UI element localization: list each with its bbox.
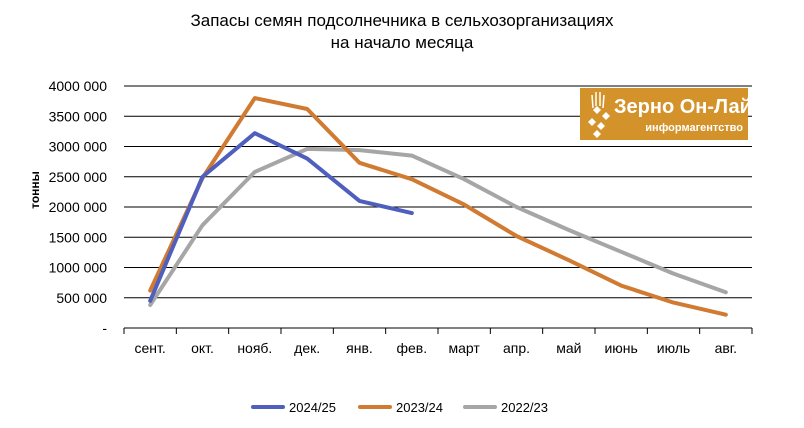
y-tick-label: - <box>102 320 107 336</box>
logo-subtitle: информагентство <box>645 122 743 134</box>
y-tick-label: 3500 000 <box>49 108 108 124</box>
y-tick-label: 1000 000 <box>49 260 108 276</box>
y-tick-label: 1500 000 <box>49 229 108 245</box>
x-tick-label: март <box>449 340 481 356</box>
y-axis-label: тонны <box>28 171 42 209</box>
logo-badge: Зерно Он-Лайн информагентство <box>580 88 764 140</box>
series-line-2022-23 <box>148 146 728 307</box>
y-tick-label: 3000 000 <box>49 139 108 155</box>
x-tick-label: авг. <box>715 340 738 356</box>
series-lines <box>148 96 728 317</box>
wheat-icon <box>588 92 610 138</box>
legend-label: 2024/25 <box>289 400 336 415</box>
x-tick-label: май <box>556 340 581 356</box>
y-tick-label: 2000 000 <box>49 199 108 215</box>
x-tick-label: окт. <box>191 340 214 356</box>
x-tick-label: сент. <box>135 340 166 356</box>
logo-name: Зерно Он-Лайн <box>614 96 764 118</box>
y-tick-label: 2500 000 <box>49 169 108 185</box>
x-tick-label: фев. <box>397 340 428 356</box>
y-tick-label: 4000 000 <box>49 78 108 94</box>
y-axis-ticks: - 500 000 1000 000 1500 000 2000 000 2500 000… <box>49 78 108 336</box>
x-axis-ticks: сент. окт. нояб. дек. янв. фев. март апр. май июн… <box>135 340 738 356</box>
chart-title-line-2: на начало месяца <box>330 33 474 52</box>
chart-title: Запасы семян подсолнечника в сельхозорга… <box>0 10 804 54</box>
y-tick-label: 500 000 <box>56 290 107 306</box>
x-tick-label: дек. <box>294 340 320 356</box>
x-tick-label: апр. <box>503 340 530 356</box>
x-tick-label: нояб. <box>237 340 272 356</box>
series-line-2024-25 <box>148 131 414 303</box>
legend: 2024/25 2023/24 2022/23 <box>251 400 548 415</box>
x-tick-label: июнь <box>604 340 637 356</box>
x-axis <box>123 327 753 334</box>
legend-label: 2023/24 <box>396 400 443 415</box>
x-tick-label: янв. <box>346 340 373 356</box>
legend-label: 2022/23 <box>501 400 548 415</box>
series-line-2023-24 <box>148 96 728 317</box>
chart-title-line-1: Запасы семян подсолнечника в сельхозорга… <box>190 11 614 30</box>
x-tick-label: июль <box>657 340 690 356</box>
